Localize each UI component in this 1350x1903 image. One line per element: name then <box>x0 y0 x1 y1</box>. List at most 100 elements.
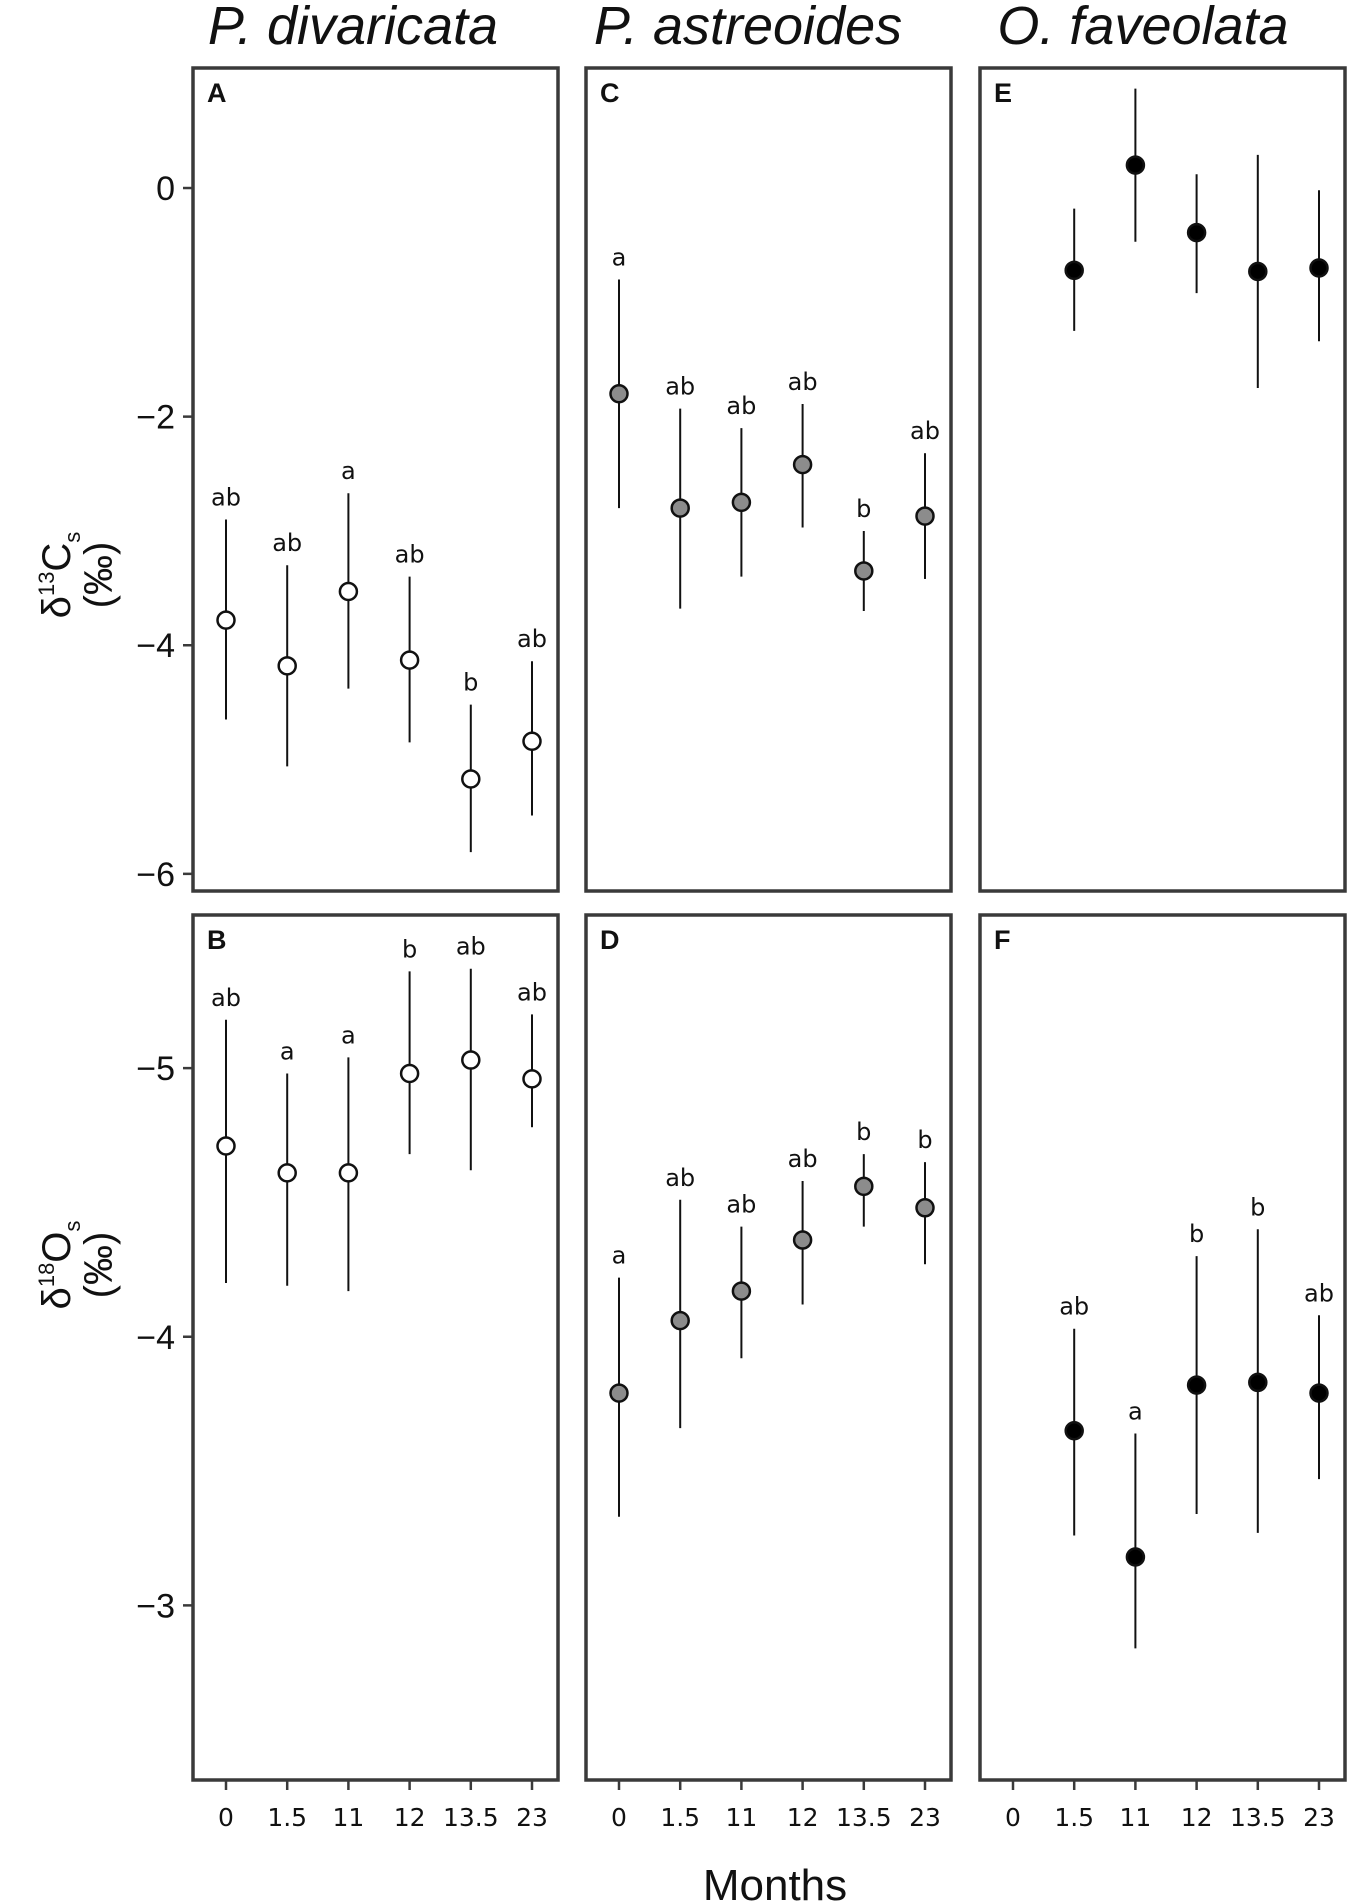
x-tick-label: 11 <box>1119 1803 1151 1832</box>
data-point <box>915 1198 935 1218</box>
data-point <box>461 769 481 789</box>
significance-label: a <box>280 1037 295 1065</box>
significance-label: b <box>917 1126 932 1154</box>
svg-text:(‰): (‰) <box>77 1232 121 1299</box>
x-tick-label: 11 <box>332 1803 364 1832</box>
significance-label: ab <box>1059 1293 1089 1321</box>
x-tick-label: 0 <box>1005 1803 1021 1832</box>
data-point <box>1125 155 1146 175</box>
panel-frame <box>584 913 953 1782</box>
x-tick-label: 1.5 <box>660 1803 700 1832</box>
data-point <box>731 492 752 513</box>
data-point <box>1064 1421 1084 1441</box>
data-point <box>461 1050 481 1070</box>
data-point <box>338 1163 359 1183</box>
svg-text:δ18Os: δ18Os <box>34 1221 85 1310</box>
x-tick-label: 12 <box>787 1803 819 1832</box>
significance-label: b <box>463 669 478 697</box>
data-point <box>792 454 813 475</box>
y-axis-label-d18o: δ18Os (‰) <box>34 1221 121 1310</box>
x-tick-label: 23 <box>909 1803 941 1832</box>
data-point <box>1186 1375 1207 1395</box>
significance-label: ab <box>395 541 425 569</box>
y-tick-label: −4 <box>136 627 175 665</box>
data-point <box>1064 260 1084 281</box>
panel-frame <box>584 66 953 893</box>
panel-letter: A <box>207 78 227 108</box>
panel-frame <box>191 913 560 1782</box>
significance-label: b <box>856 1118 871 1146</box>
data-point <box>338 581 359 602</box>
significance-label: ab <box>910 417 940 445</box>
significance-label: b <box>1250 1193 1265 1221</box>
data-point <box>609 384 629 404</box>
x-tick-label: 12 <box>394 1803 426 1832</box>
data-point <box>216 1136 236 1156</box>
significance-label: ab <box>726 1191 756 1219</box>
significance-label: a <box>612 1242 627 1270</box>
panel-e: E <box>978 66 1347 893</box>
y-tick-label: 0 <box>156 170 175 208</box>
x-tick-label: 13.5 <box>1230 1803 1286 1832</box>
column-title-o-faveolata: O. faveolata <box>997 0 1288 56</box>
data-point <box>522 1069 542 1089</box>
x-tick-label: 0 <box>611 1803 627 1832</box>
significance-label: b <box>856 495 871 523</box>
x-axis-title: Months <box>703 1861 847 1903</box>
x-tick-label: 23 <box>516 1803 548 1832</box>
data-point <box>1248 261 1268 282</box>
significance-label: ab <box>211 984 241 1012</box>
panel-frame <box>978 913 1347 1782</box>
significance-label: ab <box>726 392 756 420</box>
y-tick-label: −2 <box>136 399 175 437</box>
data-point <box>609 1383 629 1403</box>
data-point <box>854 1176 874 1197</box>
y-axis-label-d13c: δ13Cs (‰) <box>34 532 121 619</box>
svg-text:δ13Cs: δ13Cs <box>34 532 85 619</box>
significance-label: ab <box>1304 1279 1334 1307</box>
data-point <box>1125 1547 1146 1567</box>
panel-frame <box>978 66 1347 893</box>
data-point <box>670 1310 690 1331</box>
y-tick-label: −3 <box>136 1587 175 1625</box>
significance-label: a <box>1128 1397 1143 1425</box>
panel-letter: E <box>994 78 1012 108</box>
data-point <box>915 506 935 526</box>
data-point <box>1309 258 1329 278</box>
data-point <box>277 1163 297 1183</box>
significance-label: a <box>612 243 627 271</box>
significance-label: ab <box>517 625 547 653</box>
significance-label: b <box>402 935 417 963</box>
panel-frame <box>191 66 560 893</box>
significance-label: b <box>1189 1220 1204 1248</box>
svg-text:(‰): (‰) <box>77 542 121 609</box>
y-tick-label: −5 <box>136 1050 175 1088</box>
panel-a: Aab ab a ab b ab <box>191 66 560 893</box>
data-point <box>1309 1383 1329 1403</box>
panel-letter: B <box>207 925 227 955</box>
x-tick-label: 12 <box>1181 1803 1213 1832</box>
data-point <box>399 650 420 670</box>
data-point <box>670 498 690 518</box>
x-tick-label: 0 <box>218 1803 234 1832</box>
panel-letter: C <box>600 78 620 108</box>
x-tick-label: 13.5 <box>836 1803 892 1832</box>
significance-label: ab <box>272 529 302 557</box>
panel-letter: F <box>994 925 1011 955</box>
data-point <box>277 656 297 676</box>
significance-label: ab <box>665 1164 695 1192</box>
data-point <box>792 1230 813 1250</box>
data-point <box>854 561 874 581</box>
y-tick-label: −6 <box>136 856 175 894</box>
x-tick-label: 1.5 <box>267 1803 307 1832</box>
panel-d: Da ab ab ab b b <box>584 913 953 1782</box>
significance-label: ab <box>665 373 695 401</box>
column-title-p-divaricata: P. divaricata <box>208 0 498 56</box>
y-tick-label: −4 <box>136 1319 175 1357</box>
data-point <box>1186 222 1207 243</box>
x-tick-label: 13.5 <box>443 1803 499 1832</box>
data-point <box>399 1063 420 1084</box>
data-point <box>731 1281 752 1301</box>
